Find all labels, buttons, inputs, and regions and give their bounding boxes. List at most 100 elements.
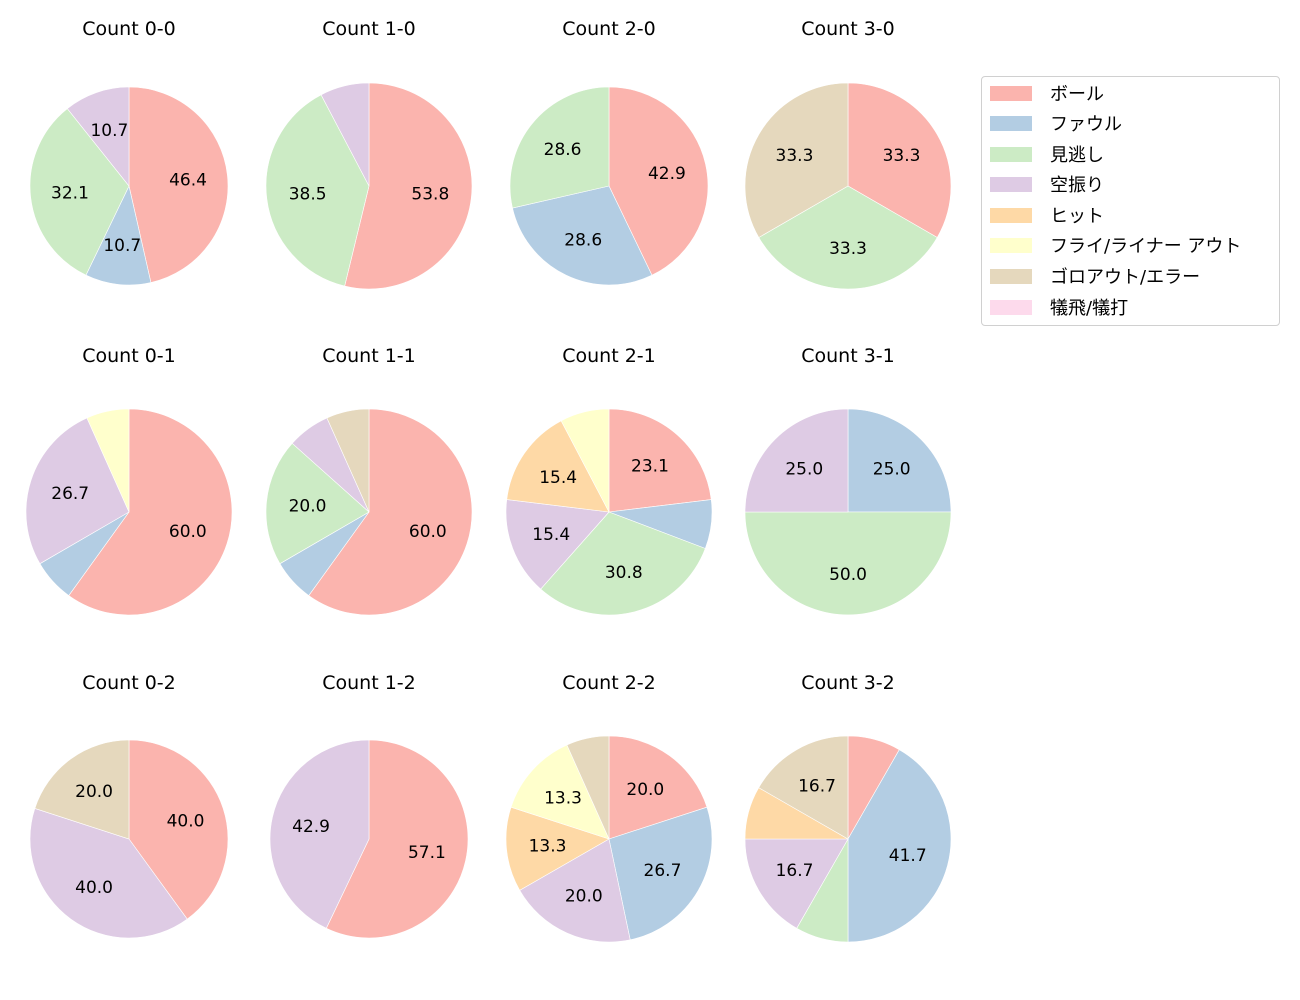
wedge-label: 23.1 [631, 457, 669, 477]
pie-wedge [66, 86, 130, 187]
wedge-label: 16.7 [776, 861, 814, 881]
wedge-label: 25.0 [785, 459, 823, 479]
pie-wedge [510, 744, 610, 840]
pie-wedge [744, 408, 849, 513]
pie-wedge [25, 417, 130, 565]
pie-wedge [509, 86, 610, 209]
pie-wedge [85, 185, 152, 286]
wedge-label: 20.0 [289, 497, 327, 517]
pie-wedge [29, 108, 130, 276]
wedge-label: 32.1 [51, 184, 89, 204]
pie-chart: 60.0 26.7 Count 0-1 [25, 345, 233, 616]
wedge-label: 33.3 [829, 239, 867, 259]
wedge-label: 38.5 [289, 185, 327, 205]
legend-item-swinging-strike: 空振り [990, 172, 1104, 196]
pie-wedge [128, 739, 229, 920]
chart-title: Count 3-1 [801, 345, 895, 367]
chart-title: Count 2-1 [562, 345, 656, 367]
pie-wedge [540, 511, 706, 616]
wedge-label: 40.0 [75, 878, 113, 898]
chart-title: Count 2-0 [562, 18, 656, 40]
pie-wedge [326, 408, 370, 513]
wedge-label: 20.0 [626, 780, 664, 800]
chart-title: Count 1-0 [322, 18, 416, 40]
wedge-label: 33.3 [883, 146, 921, 166]
wedge-label: 28.6 [544, 140, 582, 160]
wedge-label: 10.7 [90, 121, 128, 141]
chart-title: Count 2-2 [562, 672, 656, 694]
pie-wedge [744, 838, 849, 929]
wedge-label: 42.9 [648, 164, 686, 184]
chart-title: Count 1-2 [322, 672, 416, 694]
pie-chart: 60.0 20.0 Count 1-1 [265, 345, 473, 616]
wedge-label: 60.0 [169, 522, 207, 542]
legend-label: フライ/ライナー アウト [1050, 236, 1242, 257]
pie-wedge [512, 185, 653, 286]
pie-wedge [608, 735, 708, 840]
pie-chart: 40.0 40.0 20.0 Count 0-2 [29, 672, 229, 939]
legend-label: 見逃し [1050, 145, 1104, 166]
pie-wedge [744, 82, 849, 238]
pie-wedge [29, 808, 188, 939]
legend-swatch [990, 115, 1032, 131]
legend-item-ball: ボール [990, 81, 1104, 105]
wedge-label: 10.7 [103, 236, 141, 256]
legend-swatch [990, 146, 1032, 162]
pie-wedge [847, 749, 952, 943]
pie-wedge [608, 86, 709, 276]
legend-label: 空振り [1050, 175, 1104, 196]
chart-title: Count 0-0 [82, 18, 176, 40]
legend-item-foul: ファウル [990, 111, 1122, 135]
pie-wedge [128, 86, 229, 283]
pie-wedge [86, 408, 130, 513]
wedge-label: 26.7 [644, 861, 682, 881]
pie-wedge [608, 408, 712, 513]
wedge-label: 42.9 [292, 817, 330, 837]
pie-wedge [506, 420, 610, 513]
pie-wedge [269, 739, 370, 929]
pie-wedge [68, 408, 233, 616]
legend-item-fly-liner-out: フライ/ライナー アウト [990, 233, 1241, 257]
wedge-label: 20.0 [565, 886, 603, 906]
pie-wedge [344, 82, 473, 290]
wedge-label: 60.0 [409, 522, 447, 542]
pie-wedge [847, 82, 952, 238]
legend-swatch [990, 237, 1032, 253]
legend-swatch [990, 176, 1032, 192]
pie-wedge [308, 408, 473, 616]
pie-wedge [758, 735, 849, 840]
pie-wedge [566, 735, 610, 840]
pie-wedge [505, 806, 610, 891]
chart-title: Count 3-0 [801, 18, 895, 40]
pie-chart: 46.4 10.7 32.1 10.7 Count 0-0 [29, 18, 229, 286]
legend-item-sacrifice: 犠飛/犠打 [990, 295, 1128, 319]
pie-wedge [744, 511, 952, 616]
chart-title: Count 0-2 [82, 672, 176, 694]
wedge-label: 28.6 [564, 231, 602, 251]
pie-wedge [560, 408, 610, 513]
wedge-label: 30.8 [605, 563, 643, 583]
pie-chart: 42.9 28.6 28.6 Count 2-0 [509, 18, 709, 286]
chart-title: Count 3-2 [801, 672, 895, 694]
wedge-label: 15.4 [532, 525, 570, 545]
wedge-label: 57.1 [408, 843, 446, 863]
wedge-label: 20.0 [75, 782, 113, 802]
wedge-label: 33.3 [776, 146, 814, 166]
pie-wedge [265, 442, 370, 565]
pie-chart: 53.8 38.5 Count 1-0 [265, 18, 473, 290]
legend-swatch [990, 299, 1032, 315]
legend-item-called-strike: 見逃し [990, 142, 1104, 166]
legend-item-hit: ヒット [990, 203, 1104, 227]
pie-wedge [847, 408, 952, 513]
legend-swatch [990, 207, 1032, 223]
pie-chart: 57.1 42.9 Count 1-2 [269, 672, 469, 939]
legend-item-grounder-error: ゴロアウト/エラー [990, 264, 1200, 288]
wedge-label: 46.4 [169, 170, 207, 190]
wedge-label: 26.7 [51, 484, 89, 504]
legend-label: ゴロアウト/エラー [1050, 267, 1201, 288]
pie-wedge [320, 82, 370, 187]
wedge-label: 53.8 [411, 184, 449, 204]
wedge-label: 40.0 [167, 812, 205, 832]
pie-wedge [608, 806, 713, 941]
